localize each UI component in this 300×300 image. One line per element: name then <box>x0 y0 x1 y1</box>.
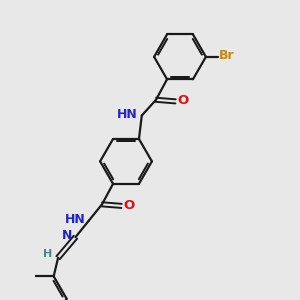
Text: O: O <box>124 199 135 212</box>
Text: N: N <box>62 230 72 242</box>
Text: HN: HN <box>65 213 85 226</box>
Text: HN: HN <box>117 109 138 122</box>
Text: H: H <box>44 249 53 259</box>
Text: Br: Br <box>219 49 235 62</box>
Text: O: O <box>178 94 189 107</box>
